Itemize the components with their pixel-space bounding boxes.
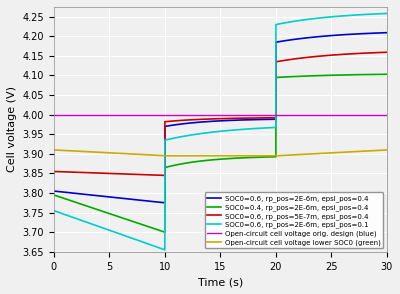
Y-axis label: Cell voltage (V): Cell voltage (V) bbox=[7, 86, 17, 172]
Legend: SOC0=0.6, rp_pos=2E-6m, epsl_pos=0.4, SOC0=0.4, rp_pos=2E-6m, epsl_pos=0.4, SOC0: SOC0=0.6, rp_pos=2E-6m, epsl_pos=0.4, SO… bbox=[205, 192, 384, 248]
X-axis label: Time (s): Time (s) bbox=[198, 277, 243, 287]
